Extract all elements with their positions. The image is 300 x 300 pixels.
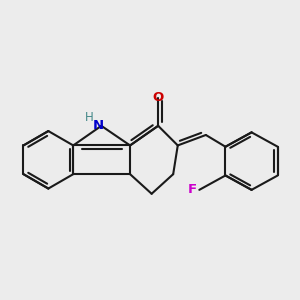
Text: H: H — [85, 112, 93, 124]
Text: O: O — [152, 91, 164, 104]
Text: F: F — [188, 183, 197, 196]
Text: N: N — [93, 119, 104, 132]
